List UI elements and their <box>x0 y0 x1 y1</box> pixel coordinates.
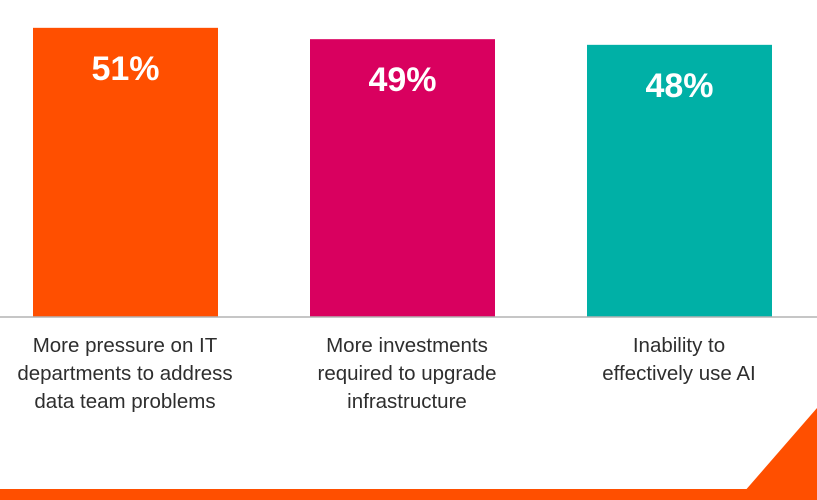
category-label-line: effectively use AI <box>602 362 756 385</box>
bar-value-label-2: 49% <box>368 61 436 99</box>
bars <box>33 27 772 318</box>
category-label-ai: Inability to effectively use AI <box>549 332 809 388</box>
category-label-line: infrastructure <box>347 390 467 413</box>
category-label-it-pressure: More pressure on IT departments to addre… <box>0 332 255 416</box>
category-label-line: departments to address <box>17 362 233 385</box>
value-labels: 51% 49% 48% <box>91 50 713 105</box>
bar-2 <box>310 39 495 318</box>
bar-3 <box>587 44 772 318</box>
category-label-line: More pressure on IT <box>32 334 218 357</box>
bar-value-label-1: 51% <box>91 50 159 88</box>
category-label-line: More investments <box>326 334 488 357</box>
bar-1 <box>33 27 218 318</box>
category-label-line: required to upgrade <box>317 362 497 385</box>
decorative-accent-strip <box>0 489 817 500</box>
category-label-investments: More investments required to upgrade inf… <box>277 332 537 416</box>
category-label-line: Inability to <box>632 334 726 357</box>
category-label-line: data team problems <box>34 390 216 413</box>
bar-value-label-3: 48% <box>645 67 713 105</box>
decorative-accent-corner <box>737 408 817 500</box>
